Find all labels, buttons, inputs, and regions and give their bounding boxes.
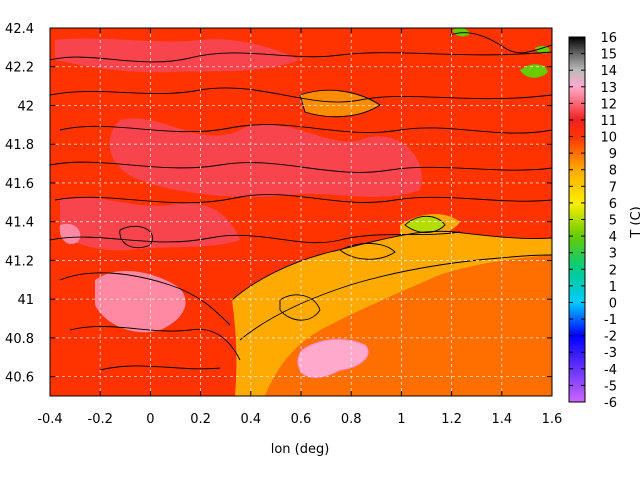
field-north-east-cold-spots bbox=[452, 28, 470, 37]
y-tick-label: 41.6 bbox=[5, 177, 34, 192]
field-central-cold-spot bbox=[405, 216, 445, 233]
field-inland-cool-patches bbox=[109, 118, 422, 197]
field-north-east-cold-spots bbox=[535, 45, 550, 54]
x-tick-label: -0.4 bbox=[37, 412, 62, 427]
y-axis: 40.6 40.8 41 41.2 41.4 41.6 41.8 42 42.2 42.4 bbox=[5, 22, 552, 386]
colorbar-tick-label: -4 bbox=[604, 363, 617, 378]
x-axis: -0.4 -0.2 0 0.2 0.4 0.6 0.8 1 1.2 1.4 1.6 bbox=[37, 28, 562, 427]
x-tick-label: 0.2 bbox=[190, 412, 211, 427]
x-tick-label: 1.4 bbox=[491, 412, 512, 427]
y-tick-label: 40.6 bbox=[5, 371, 34, 386]
colorbar-tick-label: 11 bbox=[600, 114, 617, 129]
colorbar-tick-label: 10 bbox=[600, 131, 617, 146]
contour-line bbox=[279, 294, 321, 321]
colorbar-tick-label: 9 bbox=[609, 147, 617, 162]
y-tick-label: 41.4 bbox=[5, 216, 34, 231]
contour-line bbox=[50, 161, 552, 173]
colorbar-tick-label: 16 bbox=[600, 31, 617, 46]
y-tick-label: 41.2 bbox=[5, 254, 34, 269]
contour-line bbox=[50, 231, 461, 244]
colorbar-tick-label: 12 bbox=[600, 97, 617, 112]
colorbar-tick-label: 6 bbox=[609, 197, 617, 212]
contour-line bbox=[69, 326, 241, 361]
contour-line bbox=[54, 194, 552, 204]
colorbar-tick-label: -1 bbox=[604, 313, 617, 328]
colorbar-tick-label: -6 bbox=[604, 396, 617, 411]
x-tick-label: 1.6 bbox=[542, 412, 563, 427]
colorbar-tick-label: 14 bbox=[600, 64, 617, 79]
contour-lines bbox=[50, 32, 552, 378]
contour-line-pink bbox=[297, 338, 369, 378]
contour-line bbox=[59, 124, 552, 134]
field-sea-pink-patch bbox=[297, 339, 369, 378]
contour-line bbox=[449, 32, 552, 54]
x-tick-label: 1.2 bbox=[441, 412, 462, 427]
contour-line bbox=[239, 254, 552, 341]
contour-line bbox=[404, 215, 446, 233]
grid-lines bbox=[50, 28, 552, 396]
colorbar-tick-label: 3 bbox=[609, 247, 617, 262]
colorbar-tick-label: 1 bbox=[609, 280, 617, 295]
x-tick-label: -0.2 bbox=[88, 412, 113, 427]
colorbar-tick-label: 4 bbox=[609, 230, 617, 245]
colorbar-tick-label: 0 bbox=[609, 296, 617, 311]
field-western-warm-spot bbox=[95, 270, 186, 333]
contour-line bbox=[231, 230, 552, 301]
contour-line bbox=[99, 365, 221, 371]
colorbar-tick-label: 8 bbox=[609, 164, 617, 179]
colorbar-tick-label: 13 bbox=[600, 81, 617, 96]
colorbar-tick-label: 2 bbox=[609, 263, 617, 278]
field-coastal-strip bbox=[232, 231, 552, 396]
colorbar-tick-label: -3 bbox=[604, 346, 617, 361]
y-tick-label: 42 bbox=[17, 99, 34, 114]
x-axis-label: lon (deg) bbox=[271, 442, 330, 457]
x-tick-label: 1 bbox=[397, 412, 405, 427]
field-inland-cool-patches bbox=[55, 38, 300, 73]
colorbar-tick-label: -5 bbox=[604, 379, 617, 394]
x-tick-label: 0.8 bbox=[341, 412, 362, 427]
x-tick-label: 0.6 bbox=[291, 412, 312, 427]
field-north-east-cold-spots bbox=[520, 64, 548, 78]
y-tick-label: 41.8 bbox=[5, 138, 34, 153]
y-tick-label: 42.4 bbox=[5, 22, 34, 37]
y-tick-label: 42.2 bbox=[5, 61, 34, 76]
y-tick-label: 41 bbox=[17, 293, 34, 308]
contour-line bbox=[59, 272, 231, 326]
contour-line bbox=[50, 87, 552, 103]
x-tick-label: 0 bbox=[146, 412, 154, 427]
field-northern-cool-patch bbox=[300, 90, 380, 117]
field-inland-cool-patches bbox=[60, 197, 240, 251]
y-tick-label: 40.8 bbox=[5, 332, 34, 347]
colorbar-tick-label: 5 bbox=[609, 214, 617, 229]
colorbar-tick-label: 7 bbox=[609, 180, 617, 195]
colorbar-tick-label: -2 bbox=[604, 330, 617, 345]
contour-line bbox=[339, 243, 396, 260]
field-western-warm-spot bbox=[59, 223, 81, 245]
contour-line bbox=[50, 51, 552, 63]
x-tick-label: 0.4 bbox=[240, 412, 261, 427]
colorbar-tick-label: 15 bbox=[600, 48, 617, 63]
colorbar-label: T (C) bbox=[629, 206, 640, 238]
contour-line bbox=[299, 89, 381, 118]
